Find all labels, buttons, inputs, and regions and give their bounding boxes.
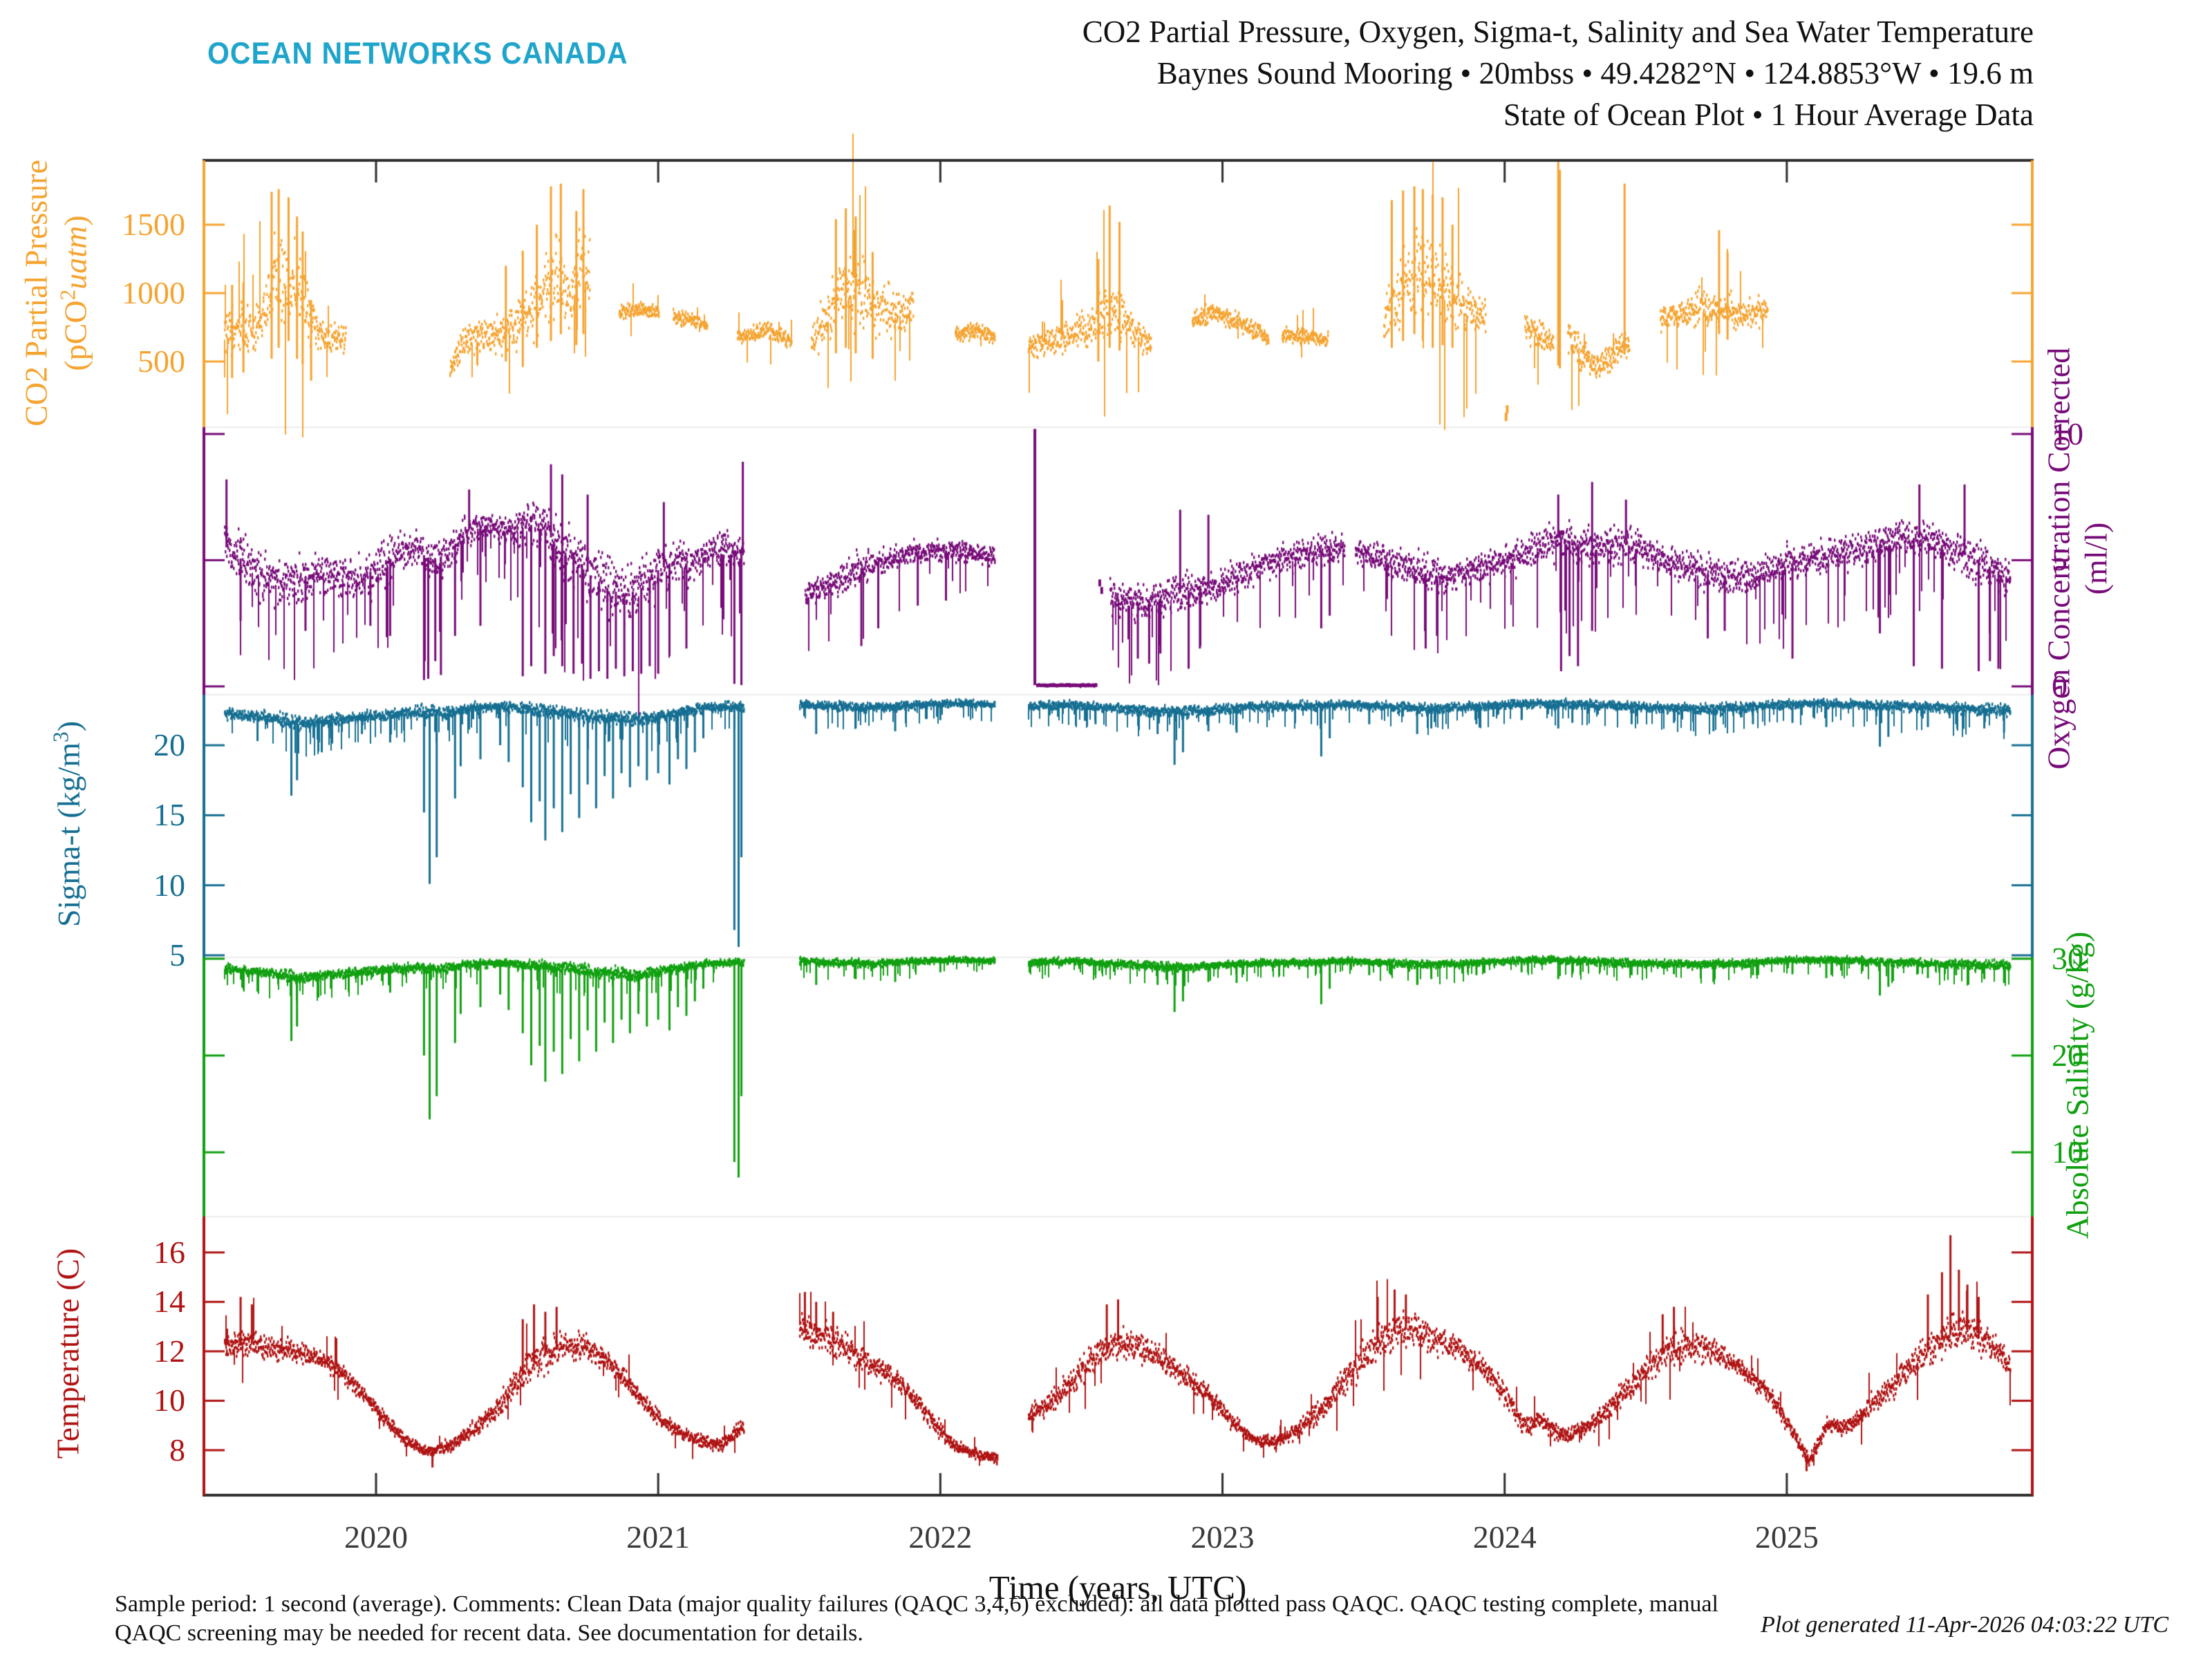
- tick-year-2021: 2021: [626, 1519, 691, 1555]
- tick-tmp-12: 12: [153, 1333, 185, 1369]
- x-axis-title: Time (years, UTC): [988, 1568, 1247, 1606]
- footer-line2: QAQC screening may be needed for recent …: [115, 1620, 863, 1646]
- tick-sal-20: 20: [2052, 1037, 2083, 1073]
- tick-co2-1500: 1500: [122, 207, 185, 243]
- plot-title-line2: Baynes Sound Mooring • 20mbss • 49.4282°…: [1156, 56, 2034, 91]
- tick-tmp-16: 16: [153, 1234, 185, 1270]
- plot-title-line1: CO2 Partial Pressure, Oxygen, Sigma-t, S…: [1082, 15, 2034, 49]
- tick-oxy-0: 0: [2052, 668, 2068, 704]
- footer-line1: Sample period: 1 second (average). Comme…: [115, 1591, 1718, 1617]
- ocean-networks-canada-logo: OCEAN NETWORKS CANADA: [207, 36, 628, 71]
- tick-year-2022: 2022: [908, 1519, 973, 1555]
- tick-co2-500: 500: [138, 343, 185, 379]
- tick-co2-1000: 1000: [122, 275, 185, 310]
- tick-oxy-5: 5: [2052, 542, 2068, 578]
- tick-year-2020: 2020: [344, 1519, 408, 1555]
- tick-oxy-10: 10: [2052, 415, 2083, 451]
- tick-year-2025: 2025: [1754, 1519, 1819, 1555]
- tick-sig-15: 15: [153, 797, 185, 833]
- plot-generated-note: Plot generated 11-Apr-2026 04:03:22 UTC: [1761, 1612, 2168, 1638]
- plot-title-line3: State of Ocean Plot • 1 Hour Average Dat…: [1503, 97, 2034, 132]
- salinity-axis-title: Absolute Salinity (g/kg): [2059, 931, 2095, 1239]
- tick-sig-10: 10: [153, 867, 185, 903]
- tick-year-2023: 2023: [1190, 1519, 1255, 1555]
- tick-tmp-14: 14: [153, 1284, 185, 1320]
- tick-tmp-8: 8: [169, 1432, 185, 1468]
- tick-tmp-10: 10: [153, 1382, 185, 1418]
- title-block: CO2 Partial Pressure, Oxygen, Sigma-t, S…: [1082, 11, 2034, 135]
- tick-sal-30: 30: [2052, 940, 2083, 976]
- tick-sig-20: 20: [153, 727, 185, 763]
- oxygen-axis-title-line2: (ml/l): [2078, 522, 2114, 595]
- tick-year-2024: 2024: [1472, 1519, 1537, 1555]
- tick-sig-5: 5: [169, 937, 185, 973]
- tick-sal-10: 10: [2052, 1134, 2083, 1170]
